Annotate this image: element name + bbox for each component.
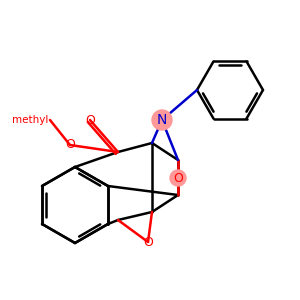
Circle shape [170,170,186,186]
Text: methyl: methyl [12,115,48,125]
Text: N: N [157,113,167,127]
Text: O: O [143,236,153,248]
Circle shape [152,110,172,130]
Text: O: O [65,139,75,152]
Text: O: O [85,113,95,127]
Text: O: O [173,172,183,184]
